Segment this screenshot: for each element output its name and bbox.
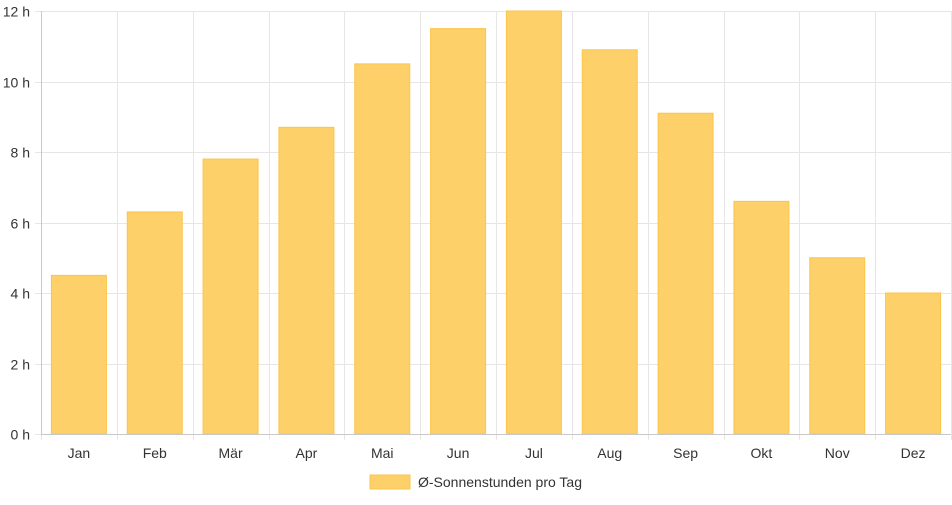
bar-nov[interactable]: [809, 257, 866, 435]
y-tick-label: 0 h: [11, 427, 30, 443]
axes: 0 h 2 h 4 h 6 h 8 h 10 h 12 h Jan Feb Mär Apr Mai Ju…: [3, 4, 951, 461]
bar-aug[interactable]: [581, 49, 638, 435]
x-tick-label: Jan: [68, 445, 91, 461]
x-tick-label: Okt: [751, 445, 773, 461]
legend-swatch[interactable]: [369, 474, 411, 490]
x-tick-label: Aug: [597, 445, 622, 461]
y-tick-label: 8 h: [11, 145, 30, 161]
grid-lines: [35, 11, 952, 440]
bar-mai[interactable]: [354, 63, 411, 435]
legend-label[interactable]: Ø-Sonnenstunden pro Tag: [418, 474, 582, 490]
x-tick-label: Sep: [673, 445, 698, 461]
x-tick-label: Jun: [447, 445, 470, 461]
y-tick-label: 6 h: [11, 216, 30, 232]
x-tick-label: Mär: [219, 445, 243, 461]
x-tick-label: Jul: [525, 445, 543, 461]
y-tick-label: 4 h: [11, 286, 30, 302]
legend[interactable]: Ø-Sonnenstunden pro Tag: [369, 474, 582, 490]
bars: [50, 10, 942, 435]
bar-mär[interactable]: [202, 158, 259, 435]
x-tick-label: Dez: [901, 445, 926, 461]
x-tick-label: Nov: [825, 445, 850, 461]
y-tick-label: 10 h: [3, 75, 30, 91]
bar-okt[interactable]: [733, 200, 790, 435]
x-tick-label: Apr: [296, 445, 318, 461]
bar-dez[interactable]: [885, 292, 942, 435]
y-tick-label: 12 h: [3, 4, 30, 20]
bar-jul[interactable]: [505, 10, 562, 435]
x-tick-label: Feb: [143, 445, 167, 461]
bar-jun[interactable]: [430, 28, 487, 435]
bar-jan[interactable]: [50, 274, 107, 435]
y-tick-label: 2 h: [11, 357, 30, 373]
bar-feb[interactable]: [126, 211, 183, 435]
bar-sep[interactable]: [657, 112, 714, 435]
bar-apr[interactable]: [278, 126, 335, 435]
x-tick-label: Mai: [371, 445, 394, 461]
